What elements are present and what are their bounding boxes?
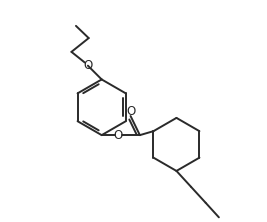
Text: O: O (83, 59, 93, 72)
Text: O: O (126, 105, 135, 118)
Text: O: O (113, 129, 123, 142)
